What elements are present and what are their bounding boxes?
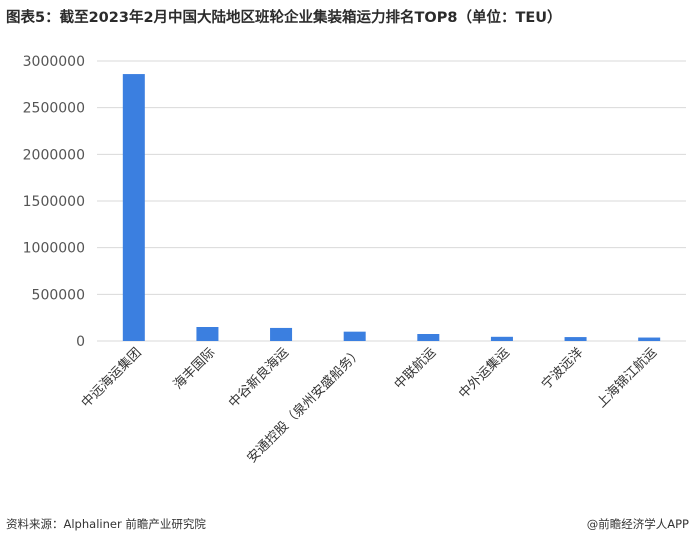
bar	[196, 327, 219, 341]
bar	[122, 74, 145, 342]
y-tick-label: 2500000	[23, 101, 85, 117]
x-tick-label: 中外运集运	[455, 345, 512, 402]
y-tick-label: 2000000	[23, 147, 85, 163]
bar	[638, 337, 661, 341]
bar	[564, 337, 587, 341]
bar-chart: 0 500000 1000000 1500000 2000000 2500000 30000…	[23, 54, 686, 467]
y-axis-ticks: 0 500000 1000000 1500000 2000000 2500000 30000…	[23, 54, 85, 350]
credit-note: @前瞻经济学人APP	[586, 517, 689, 531]
bar	[490, 336, 513, 341]
x-tick-label: 中远海运集团	[78, 345, 144, 411]
gridlines	[97, 60, 686, 342]
x-tick-label: 宁波远洋	[538, 345, 586, 393]
bar	[270, 327, 293, 341]
y-tick-label: 0	[76, 334, 85, 350]
x-tick-label: 中联航运	[391, 345, 439, 393]
bars	[122, 74, 661, 342]
chart-title: 图表5：截至2023年2月中国大陆地区班轮企业集装箱运力排名TOP8（单位：TE…	[6, 10, 562, 26]
x-tick-label: 海丰国际	[171, 345, 218, 392]
x-tick-label: 中谷新良海运	[225, 345, 291, 411]
y-tick-label: 1000000	[23, 241, 85, 257]
bar	[417, 334, 440, 341]
y-tick-label: 3000000	[23, 54, 85, 70]
bar	[343, 331, 366, 341]
y-tick-label: 1500000	[23, 194, 85, 210]
x-tick-label: 上海锦江航运	[594, 345, 660, 411]
x-tick-label: 安通控股（泉州安盛船务）	[244, 345, 366, 467]
y-tick-label: 500000	[32, 287, 85, 303]
source-note: 资料来源：Alphaliner 前瞻产业研究院	[6, 517, 206, 531]
